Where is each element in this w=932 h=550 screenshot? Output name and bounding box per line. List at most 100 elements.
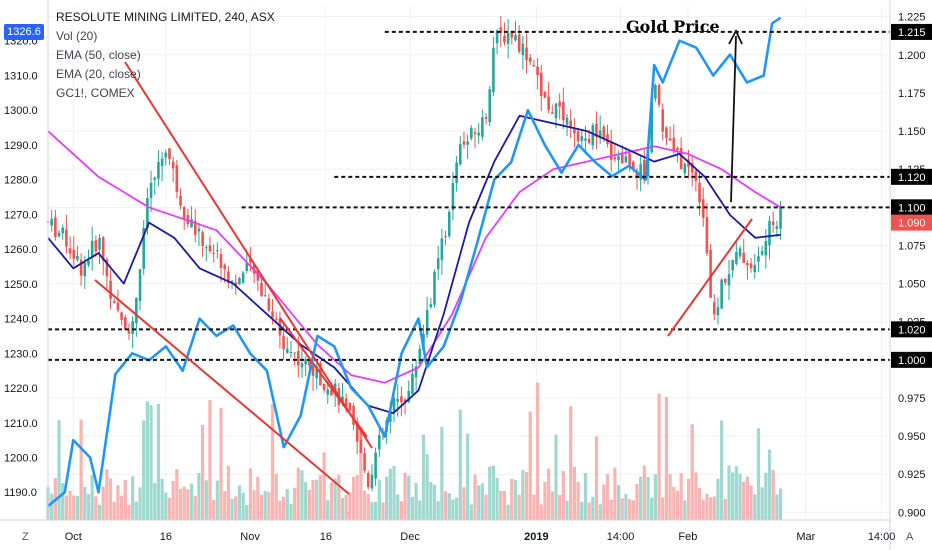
candle-body (735, 251, 738, 264)
candle-body (679, 147, 683, 170)
candle-body (698, 182, 701, 203)
candle-body (208, 245, 212, 252)
candle-body (355, 421, 359, 442)
volume-bar (145, 401, 149, 520)
volume-bar (392, 465, 396, 520)
volume-bar (532, 494, 536, 520)
trend-line (94, 279, 350, 495)
left-axis-tick: 1230.0 (4, 348, 38, 360)
x-axis-label: Feb (678, 531, 697, 543)
candle-body (238, 278, 241, 285)
level-badge-label: 1.120 (898, 172, 926, 184)
candle-body (521, 43, 525, 56)
candle-body (639, 164, 642, 180)
candle-body (109, 280, 112, 299)
volume-bar (263, 490, 267, 520)
volume-bar (230, 498, 234, 520)
candle-body (510, 32, 514, 38)
candlesticks (46, 16, 782, 492)
volume-bar (609, 499, 613, 520)
candle-body (76, 255, 79, 260)
candle-body (650, 102, 654, 153)
candle-body (672, 137, 676, 151)
volume-bar (414, 482, 418, 520)
volume-bar (175, 469, 179, 520)
left-axis-tick: 1260.0 (4, 244, 38, 256)
candle-body (528, 57, 532, 62)
volume-bar (112, 501, 116, 520)
candle-body (746, 262, 749, 266)
volume-bar (451, 499, 455, 520)
x-axis-label: 14:00 (868, 531, 896, 543)
right-axis-tick: 0.950 (898, 431, 926, 443)
right-axis-tick: 0.925 (898, 469, 926, 481)
candle-body (411, 373, 414, 395)
candle-body (488, 89, 492, 123)
volume-bar (565, 500, 569, 520)
candle-body (282, 336, 285, 350)
candle-body (731, 259, 734, 271)
volume-bar (635, 483, 639, 520)
candle-body (436, 258, 440, 270)
arrow-head (728, 28, 743, 45)
legend-item-gold[interactable]: GC1!, COMEX (56, 86, 135, 100)
volume-bar (212, 500, 216, 520)
volume-bar (775, 494, 779, 520)
volume-bar (267, 491, 271, 520)
volume-bar (300, 470, 304, 520)
candle-body (407, 390, 411, 402)
candle-body (492, 47, 495, 93)
candle-body (499, 27, 503, 34)
candle-body (481, 117, 484, 137)
chart-legend: RESOLUTE MINING LIMITED, 240, ASX Vol (2… (56, 8, 275, 103)
volume-bar (245, 504, 249, 520)
volume-bar (197, 472, 201, 520)
volume-bar (219, 407, 223, 520)
level-badge-label: 1.020 (898, 324, 926, 336)
candle-body (274, 318, 278, 320)
x-axis-label: Mar (796, 531, 815, 543)
volume-bar (594, 436, 599, 520)
candle-body (322, 383, 326, 391)
volume-bar (569, 406, 573, 520)
volume-bar (156, 403, 161, 520)
volume-bar (259, 494, 264, 520)
candle-body (285, 348, 289, 353)
candle-body (289, 352, 293, 354)
volume-bar (488, 466, 492, 520)
candle-body (602, 126, 606, 139)
candle-body (477, 132, 480, 136)
volume-bar (304, 482, 308, 520)
volume-bar (134, 501, 138, 520)
candle-body (444, 236, 447, 238)
legend-item-volume[interactable]: Vol (20) (56, 29, 98, 43)
candle-body (532, 65, 536, 67)
candle-body (50, 218, 53, 226)
volume-bar (767, 449, 772, 520)
level-badge (891, 351, 932, 368)
candle-body (709, 249, 712, 298)
current-price-badge (891, 214, 932, 231)
candle-body (263, 295, 267, 297)
level-badge (891, 321, 932, 338)
volume-bar (738, 473, 742, 520)
volume-bar (734, 466, 738, 520)
candle-body (554, 103, 558, 119)
candle-body (470, 127, 473, 139)
candle-body (267, 298, 271, 311)
level-badge-label: 1.100 (898, 202, 926, 214)
level-badge (891, 168, 932, 185)
volume-bar (642, 465, 646, 520)
volume-bar (248, 468, 253, 520)
volume-bar (281, 496, 286, 520)
legend-item-ema20[interactable]: EMA (20, close) (56, 67, 141, 81)
volume-bar (694, 472, 698, 520)
trend-line (279, 317, 368, 438)
volume-bar (318, 475, 323, 520)
right-axis-tick: 1.225 (898, 12, 926, 24)
x-axis-label: 14:00 (607, 531, 635, 543)
volume-bar (252, 490, 256, 520)
legend-item-ema50[interactable]: EMA (50, close) (56, 48, 141, 62)
candle-body (738, 248, 742, 257)
